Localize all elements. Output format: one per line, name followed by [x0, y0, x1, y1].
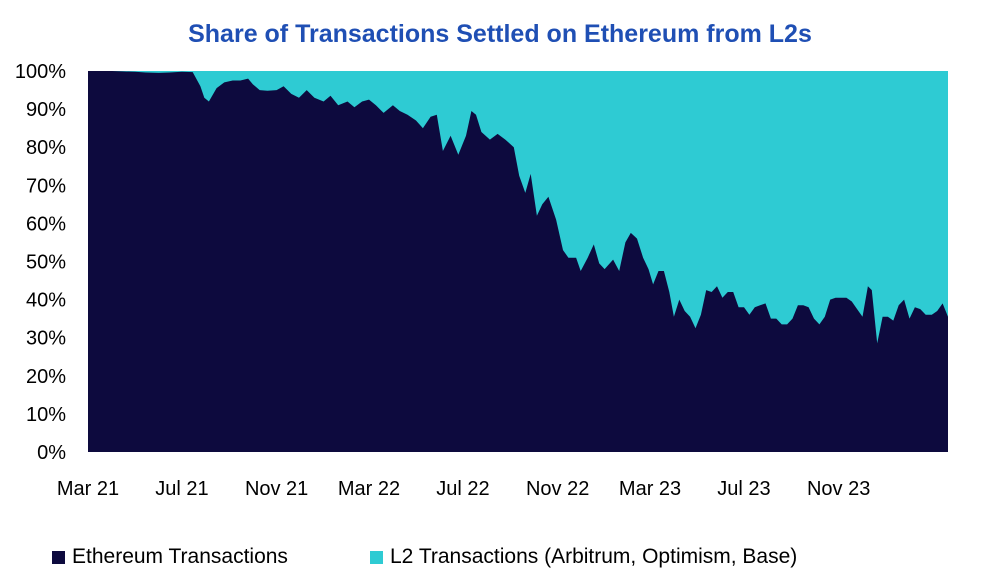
x-tick-label: Jul 23: [717, 478, 770, 500]
x-tick-label: Nov 23: [807, 478, 870, 500]
legend-item-l2: L2 Transactions (Arbitrum, Optimism, Bas…: [370, 545, 797, 569]
y-tick-label: 90%: [26, 99, 66, 121]
y-tick-label: 30%: [26, 328, 66, 350]
y-tick-label: 50%: [26, 252, 66, 274]
y-tick-label: 10%: [26, 404, 66, 426]
chart-title: Share of Transactions Settled on Ethereu…: [188, 20, 812, 48]
legend-item-ethereum: Ethereum Transactions: [52, 545, 288, 569]
legend-swatch-ethereum: [52, 550, 65, 564]
series-area-ethereum: [88, 71, 948, 452]
y-tick-label: 100%: [15, 61, 66, 83]
x-tick-label: Mar 23: [619, 478, 681, 500]
x-tick-label: Nov 21: [245, 478, 308, 500]
y-tick-label: 0%: [37, 442, 66, 464]
x-tick-label: Jul 21: [155, 478, 208, 500]
y-tick-label: 60%: [26, 213, 66, 235]
x-tick-label: Mar 21: [57, 478, 119, 500]
y-tick-label: 20%: [26, 366, 66, 388]
y-tick-label: 40%: [26, 290, 66, 312]
x-tick-label: Nov 22: [526, 478, 589, 500]
legend: Ethereum Transactions L2 Transactions (A…: [0, 545, 1000, 577]
legend-label-ethereum: Ethereum Transactions: [72, 545, 288, 568]
legend-label-l2: L2 Transactions (Arbitrum, Optimism, Bas…: [390, 545, 798, 568]
x-tick-label: Jul 22: [436, 478, 489, 500]
x-tick-label: Mar 22: [338, 478, 400, 500]
legend-swatch-l2: [370, 550, 383, 564]
y-tick-label: 70%: [26, 175, 66, 197]
y-tick-label: 80%: [26, 137, 66, 159]
